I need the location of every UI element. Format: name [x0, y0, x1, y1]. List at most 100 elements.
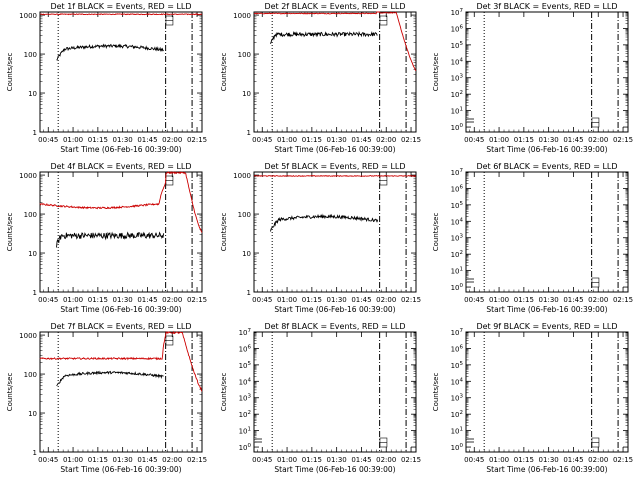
y-tick-label: 102	[239, 410, 251, 419]
x-tick-label: 02:00	[588, 136, 608, 144]
x-tick-label: 01:45	[351, 456, 371, 464]
x-tick-label: 01:30	[113, 296, 133, 304]
x-tick-label: 02:00	[376, 296, 396, 304]
x-tick-label: 01:00	[63, 136, 83, 144]
x-tick-label: 01:15	[302, 136, 322, 144]
plot-frame	[253, 171, 417, 293]
x-tick-label: 00:45	[252, 136, 272, 144]
x-axis-label: Start Time (06-Feb-16 00:39:00)	[60, 465, 181, 474]
x-tick-label: 01:15	[88, 296, 108, 304]
y-tick-label: 104	[239, 377, 252, 386]
x-axis-label: Start Time (06-Feb-16 00:39:00)	[274, 465, 395, 474]
x-tick-label: 00:45	[38, 456, 58, 464]
y-tick-label: 106	[239, 344, 252, 353]
x-tick-label: 01:30	[539, 456, 559, 464]
x-tick-label: 01:15	[88, 456, 108, 464]
chart-panel-1: Det 1f BLACK = Events, RED = LLD Counts/s…	[6, 2, 207, 154]
series-lld-line	[254, 11, 417, 71]
x-tick-label: 01:00	[489, 456, 509, 464]
x-tick-label: 01:30	[113, 456, 133, 464]
y-tick-label: 10	[28, 250, 37, 258]
y-axis-label: Counts/sec	[432, 53, 440, 92]
y-tick-label: 1000	[233, 12, 251, 20]
y-tick-label: 106	[451, 24, 464, 33]
chart-title: Det 7f BLACK = Events, RED = LLD	[50, 322, 191, 331]
x-tick-label: 02:00	[376, 136, 396, 144]
plot-frame	[39, 171, 203, 293]
y-tick-label: 1	[247, 129, 251, 137]
x-tick-label: 01:15	[514, 136, 534, 144]
series-lld-line	[39, 170, 203, 233]
x-axis-label: Start Time (06-Feb-16 00:39:00)	[486, 465, 607, 474]
y-tick-label: 105	[239, 361, 252, 370]
x-tick-label: 01:45	[137, 456, 157, 464]
series-lld-line	[39, 330, 203, 392]
y-axis-label: Counts/sec	[220, 53, 228, 92]
series-events-line	[56, 231, 165, 248]
y-tick-label: 1	[33, 289, 37, 297]
x-tick-label: 01:15	[514, 296, 534, 304]
y-tick-label: 10	[242, 90, 251, 98]
x-tick-label: 00:45	[252, 296, 272, 304]
y-tick-label: 100	[24, 51, 37, 59]
x-tick-label: 02:00	[162, 456, 182, 464]
x-tick-label: 01:45	[351, 136, 371, 144]
chart-panel-7: Det 7f BLACK = Events, RED = LLD Counts/s…	[6, 322, 207, 474]
chart-panel-4: Det 4f BLACK = Events, RED = LLD Counts/s…	[6, 162, 207, 314]
x-tick-label: 02:15	[187, 136, 207, 144]
chart-panel-9: Det 9f BLACK = Events, RED = LLD Counts/s…	[432, 322, 633, 474]
x-tick-label: 00:45	[464, 136, 484, 144]
plot-frame	[465, 171, 629, 293]
y-tick-label: 106	[451, 344, 464, 353]
y-tick-label: 104	[451, 217, 464, 226]
x-tick-label: 02:00	[588, 456, 608, 464]
y-tick-label: 1	[33, 129, 37, 137]
x-axis-label: Start Time (06-Feb-16 00:39:00)	[274, 145, 395, 154]
x-tick-label: 00:45	[252, 456, 272, 464]
y-tick-label: 100	[451, 123, 464, 132]
y-tick-label: 100	[238, 51, 251, 59]
y-tick-label: 100	[451, 283, 464, 292]
x-tick-label: 02:15	[401, 456, 421, 464]
chart-title: Det 1f BLACK = Events, RED = LLD	[50, 2, 191, 11]
y-tick-label: 105	[451, 201, 464, 210]
x-tick-label: 01:00	[63, 456, 83, 464]
x-tick-label: 00:45	[464, 456, 484, 464]
chart-title: Det 3f BLACK = Events, RED = LLD	[476, 2, 617, 11]
x-axis-label: Start Time (06-Feb-16 00:39:00)	[274, 305, 395, 314]
y-tick-label: 102	[451, 250, 463, 259]
x-axis-label: Start Time (06-Feb-16 00:39:00)	[486, 305, 607, 314]
series-events-line	[56, 370, 164, 387]
y-tick-label: 10	[242, 250, 251, 258]
y-tick-label: 107	[239, 328, 252, 337]
x-tick-label: 01:30	[113, 136, 133, 144]
x-tick-label: 01:30	[539, 296, 559, 304]
x-tick-label: 01:00	[489, 136, 509, 144]
x-axis-label: Start Time (06-Feb-16 00:39:00)	[60, 305, 181, 314]
y-tick-label: 1	[33, 449, 37, 457]
plot-frame	[465, 11, 629, 133]
y-axis-label: Counts/sec	[432, 373, 440, 412]
y-tick-label: 1000	[19, 332, 37, 340]
y-axis-label: Counts/sec	[220, 213, 228, 252]
series-lld-line	[253, 174, 417, 177]
y-tick-label: 1000	[233, 172, 251, 180]
x-tick-label: 01:15	[302, 296, 322, 304]
y-tick-label: 103	[239, 394, 252, 403]
x-tick-label: 01:30	[327, 456, 347, 464]
x-tick-label: 01:45	[563, 456, 583, 464]
x-tick-label: 02:00	[376, 456, 396, 464]
y-tick-label: 102	[451, 90, 463, 99]
series-lld-line	[39, 13, 203, 16]
y-tick-label: 106	[451, 184, 464, 193]
y-tick-label: 101	[451, 427, 463, 436]
y-axis-label: Counts/sec	[6, 53, 14, 92]
y-tick-label: 103	[451, 74, 464, 83]
plot-frame	[39, 11, 203, 133]
x-tick-label: 01:00	[63, 296, 83, 304]
chart-title: Det 4f BLACK = Events, RED = LLD	[50, 162, 191, 171]
y-tick-label: 10	[28, 410, 37, 418]
x-tick-label: 01:00	[277, 136, 297, 144]
y-tick-label: 107	[451, 168, 464, 177]
